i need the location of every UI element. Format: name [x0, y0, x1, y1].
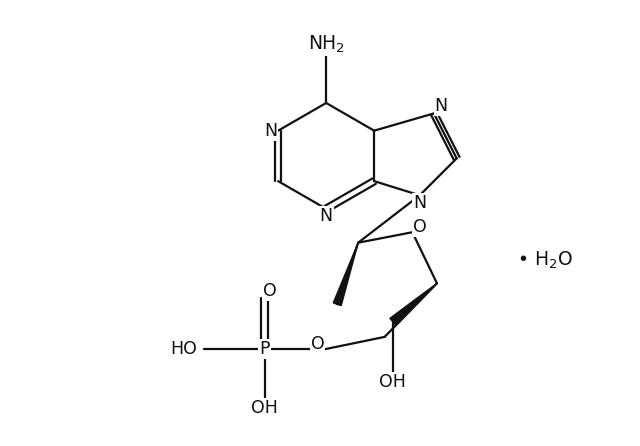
Text: O: O: [413, 218, 427, 236]
Text: O: O: [310, 335, 324, 353]
Text: HO: HO: [170, 340, 197, 358]
Text: N: N: [319, 207, 333, 225]
Text: N: N: [264, 122, 277, 140]
Text: NH$_2$: NH$_2$: [308, 34, 344, 55]
Text: OH: OH: [380, 373, 406, 391]
Text: N: N: [435, 97, 448, 115]
Text: P: P: [259, 340, 270, 358]
Text: O: O: [262, 282, 276, 300]
Text: OH: OH: [251, 399, 278, 417]
Text: N: N: [413, 194, 426, 212]
Polygon shape: [390, 283, 437, 325]
Polygon shape: [333, 243, 358, 306]
Text: • H$_2$O: • H$_2$O: [517, 249, 573, 271]
